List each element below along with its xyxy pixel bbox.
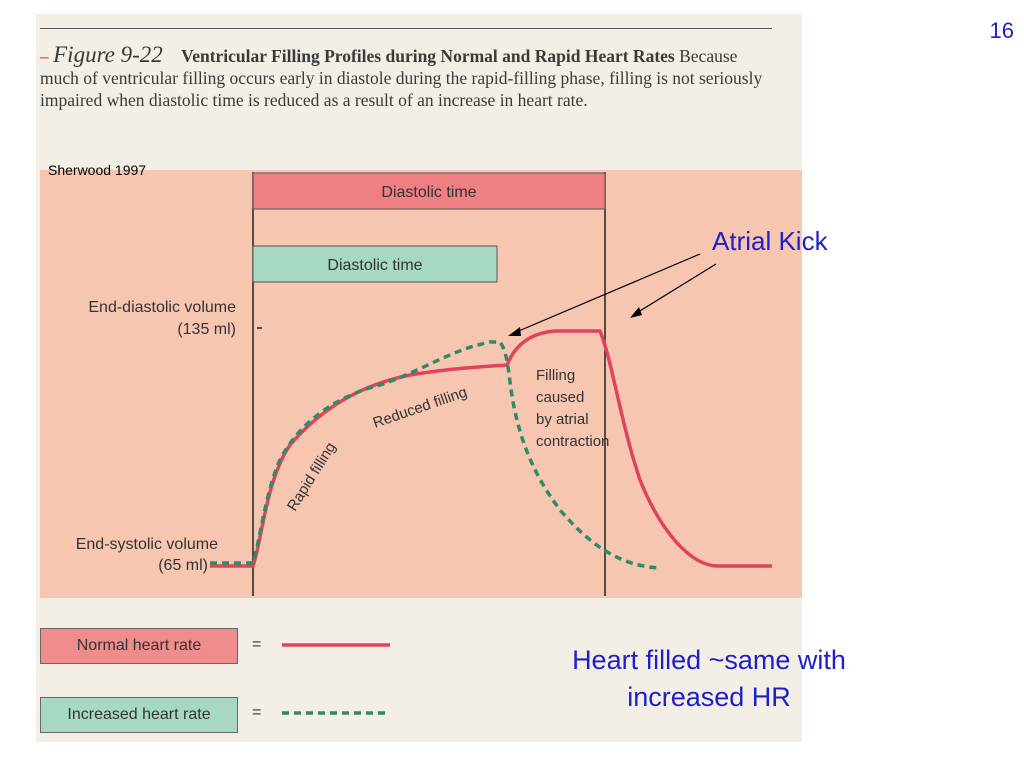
atrial-kick-arrowhead-2 xyxy=(630,307,642,318)
figure-title: Ventricular Filling Profiles during Norm… xyxy=(181,46,675,66)
plot-background xyxy=(40,170,802,598)
figure-caption: – Figure 9-22 Ventricular Filling Profil… xyxy=(40,42,770,111)
edv-value: (135 ml) xyxy=(177,321,236,338)
slide-number: 16 xyxy=(989,18,1014,43)
atrial-filling-label-3: by atrial xyxy=(536,411,589,428)
edv-label: End-diastolic volume xyxy=(88,299,236,316)
normal-heart-rate-curve xyxy=(210,329,772,568)
atrial-filling-label-4: contraction xyxy=(536,433,609,450)
legend-normal-box: Normal heart rate xyxy=(40,628,238,664)
atrial-kick-arrow-1 xyxy=(513,253,701,334)
source-citation: Sherwood 1997 xyxy=(48,162,147,178)
increased-heart-rate-curve xyxy=(210,340,661,570)
atrial-filling-label-2: caused xyxy=(536,389,584,406)
heart-filled-annotation: Heart filled ~same with increased HR xyxy=(572,645,846,712)
legend-increased-equals: = xyxy=(252,704,262,721)
atrial-filling-label-1: Filling xyxy=(536,367,575,384)
rapid-filling-label: Rapid filling xyxy=(284,439,340,514)
figure-label: Figure 9-22 xyxy=(53,42,163,67)
esv-label: End-systolic volume xyxy=(76,536,218,553)
esv-value: (65 ml) xyxy=(158,557,208,574)
reduced-filling-label: Reduced filling xyxy=(371,384,470,432)
atrial-kick-arrowhead-1 xyxy=(508,327,521,336)
diastolic-time-normal-label: Diastolic time xyxy=(381,184,476,201)
legend-increased-box: Increased heart rate xyxy=(40,697,238,733)
figure-body: Because much of ventricular filling occu… xyxy=(40,46,763,110)
legend-normal-equals: = xyxy=(252,636,262,653)
diastolic-time-increased-box xyxy=(252,245,498,283)
diastolic-time-increased-label: Diastolic time xyxy=(327,257,422,274)
atrial-kick-annotation: Atrial Kick xyxy=(712,226,828,256)
top-rule xyxy=(40,28,772,29)
atrial-kick-arrow-2 xyxy=(634,263,717,315)
diastolic-time-normal-box xyxy=(252,172,606,210)
figure-dash: – xyxy=(40,46,49,66)
